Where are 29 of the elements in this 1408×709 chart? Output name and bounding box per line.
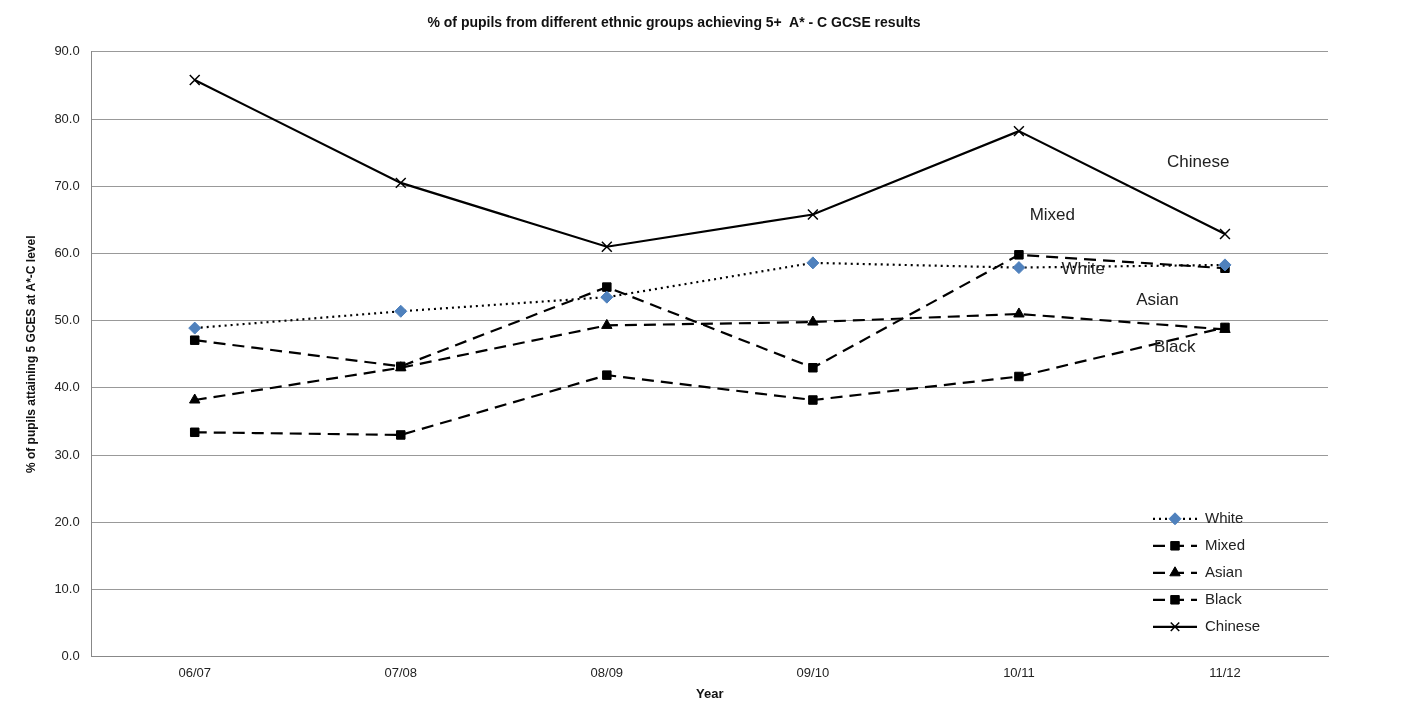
x-tick-label: 11/12	[1209, 665, 1241, 681]
y-tick-label: 10.0	[54, 581, 80, 597]
y-tick-label: 90.0	[54, 43, 80, 59]
legend-label: Chinese	[1205, 616, 1261, 634]
chart-title: % of pupils from different ethnic groups achieving 5+ A* - C GCSE results	[427, 14, 921, 31]
y-tick-label: 20.0	[54, 513, 80, 529]
x-tick-label: 10/11	[1003, 665, 1035, 681]
y-axis-title: % of pupils attaining 5 GCES at A*-C level	[23, 235, 38, 474]
x-tick-label: 08/09	[590, 665, 624, 681]
annotation: Asian	[1136, 289, 1179, 309]
y-tick-label: 40.0	[54, 379, 80, 395]
legend-label: Mixed	[1205, 535, 1246, 553]
x-tick-label: 07/08	[384, 665, 418, 681]
annotation: Mixed	[1029, 204, 1075, 224]
y-tick-label: 80.0	[54, 110, 80, 126]
legend-label: Black	[1205, 589, 1243, 607]
x-tick-label: 06/07	[178, 665, 211, 681]
legend-label: Asian	[1205, 562, 1243, 580]
y-tick-label: 50.0	[54, 312, 80, 328]
y-tick-label: 0.0	[61, 648, 80, 664]
annotation: Chinese	[1167, 152, 1230, 172]
y-tick-label: 70.0	[54, 177, 80, 193]
y-tick-label: 30.0	[54, 446, 80, 462]
legend-label: White	[1205, 508, 1244, 526]
annotation: Black	[1153, 336, 1196, 356]
x-tick-label: 09/10	[796, 665, 830, 681]
y-tick-label: 60.0	[54, 245, 80, 261]
annotation: White	[1061, 259, 1105, 279]
x-axis-title: Year	[696, 685, 724, 701]
